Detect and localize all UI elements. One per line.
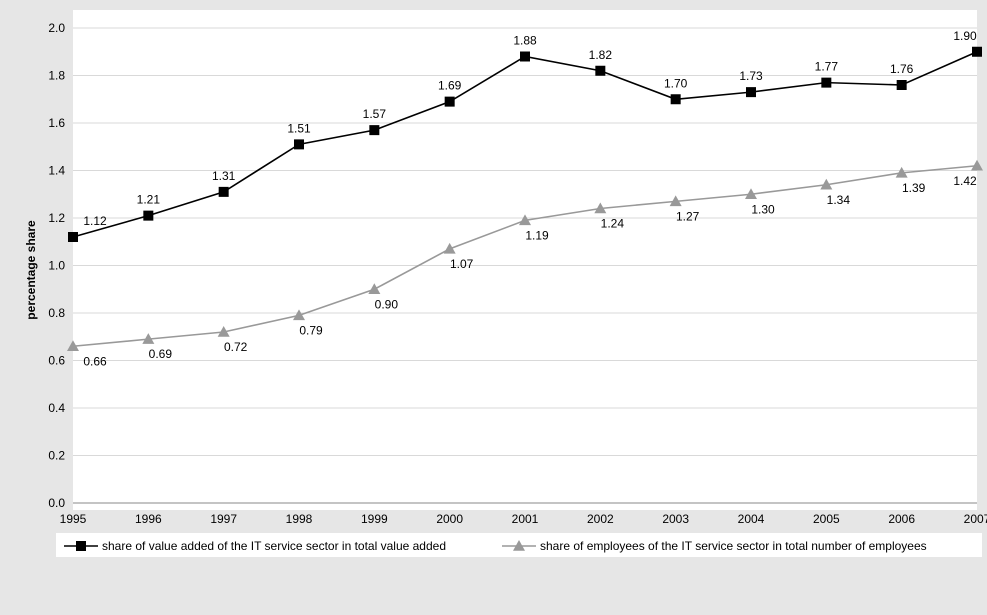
x-tick-label: 2005 <box>813 512 840 526</box>
data-point <box>519 214 531 226</box>
x-tick-label: 2006 <box>888 512 915 526</box>
x-tick-label: 1997 <box>210 512 237 526</box>
y-tick-label: 2.0 <box>48 21 65 35</box>
data-point <box>217 326 230 337</box>
data-point <box>67 340 79 352</box>
data-label: 1.73 <box>739 69 763 83</box>
y-tick-label: 1.0 <box>48 259 65 273</box>
y-tick-label: 1.8 <box>48 69 65 83</box>
data-point <box>594 202 607 214</box>
data-label: 0.90 <box>375 297 399 311</box>
data-point <box>972 46 982 57</box>
data-point <box>294 139 304 150</box>
data-point <box>68 232 78 242</box>
legend-label: share of value added of the IT service s… <box>102 539 446 553</box>
data-label: 0.69 <box>149 347 173 361</box>
data-point <box>293 309 305 321</box>
data-point <box>896 80 907 90</box>
data-point <box>444 96 455 107</box>
x-tick-label: 1996 <box>135 512 162 526</box>
legend-label: share of employees of the IT service sec… <box>540 539 927 553</box>
legend-triangle-marker-icon <box>513 540 525 551</box>
data-label: 1.34 <box>827 193 851 207</box>
data-label: 0.72 <box>224 340 248 354</box>
data-label: 1.69 <box>438 79 462 93</box>
x-tick-label: 2003 <box>662 512 689 526</box>
x-tick-label: 2002 <box>587 512 614 526</box>
x-tick-label: 2001 <box>512 512 539 526</box>
data-label: 1.77 <box>815 60 839 74</box>
data-point <box>745 188 757 200</box>
data-point <box>820 178 833 190</box>
data-label: 1.19 <box>525 228 549 242</box>
x-tick-label: 2004 <box>738 512 765 526</box>
y-tick-label: 0.4 <box>48 401 65 415</box>
data-label: 1.70 <box>664 76 688 90</box>
data-label: 1.30 <box>751 202 775 216</box>
data-point <box>218 186 229 197</box>
data-label: 1.07 <box>450 257 474 271</box>
x-tick-label: 1999 <box>361 512 388 526</box>
data-label: 1.31 <box>212 169 236 183</box>
data-label: 0.79 <box>299 323 323 337</box>
data-label: 1.21 <box>137 193 161 207</box>
data-point <box>746 87 756 98</box>
x-tick-label: 2007 <box>964 512 987 526</box>
data-label: 1.57 <box>363 107 387 121</box>
y-axis-label: percentage share <box>24 220 38 320</box>
data-label: 1.82 <box>589 48 613 62</box>
y-tick-label: 1.6 <box>48 116 65 130</box>
plot-area <box>73 10 977 510</box>
data-label: 1.90 <box>953 29 977 43</box>
data-label: 1.12 <box>83 214 107 228</box>
legend-square-marker-icon <box>76 541 86 551</box>
data-point <box>971 159 983 171</box>
data-point <box>142 333 155 344</box>
x-tick-label: 1995 <box>60 512 87 526</box>
y-tick-label: 0.6 <box>48 354 65 368</box>
data-label: 1.76 <box>890 62 914 76</box>
data-point <box>895 166 908 178</box>
data-label: 1.51 <box>287 121 311 135</box>
data-label: 1.42 <box>953 174 977 188</box>
data-point <box>669 195 682 207</box>
x-tick-label: 1998 <box>286 512 313 526</box>
data-point <box>520 51 530 62</box>
data-point <box>369 125 380 136</box>
data-point <box>368 283 381 295</box>
data-point <box>670 94 681 105</box>
y-tick-label: 0.2 <box>48 449 65 463</box>
data-point <box>143 210 154 221</box>
data-label: 1.24 <box>601 217 625 231</box>
y-tick-label: 1.2 <box>48 211 65 225</box>
data-label: 0.66 <box>83 354 107 368</box>
data-point <box>595 65 606 76</box>
y-tick-label: 0.8 <box>48 306 65 320</box>
y-tick-label: 0.0 <box>48 496 65 510</box>
x-tick-label: 2000 <box>436 512 463 526</box>
data-point <box>821 77 832 88</box>
data-label: 1.39 <box>902 181 926 195</box>
data-label: 1.27 <box>676 209 700 223</box>
data-label: 1.88 <box>513 34 537 48</box>
data-point <box>443 242 456 254</box>
y-tick-label: 1.4 <box>48 164 65 178</box>
